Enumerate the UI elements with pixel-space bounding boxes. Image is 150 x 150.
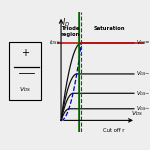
Text: $V_{DS}$: $V_{DS}$ xyxy=(130,109,143,118)
Text: Saturation: Saturation xyxy=(93,26,125,31)
Text: +: + xyxy=(21,48,29,58)
Text: $V_{GS}$~: $V_{GS}$~ xyxy=(136,69,150,78)
Bar xyxy=(9,42,41,100)
Text: Cut off r: Cut off r xyxy=(103,128,124,133)
Text: $I_{DSS}$: $I_{DSS}$ xyxy=(49,39,60,47)
Text: $V_{GS}$~: $V_{GS}$~ xyxy=(136,89,150,98)
Text: $V_{GS}$=0: $V_{GS}$=0 xyxy=(136,39,150,47)
Text: $V_{GS}$~: $V_{GS}$~ xyxy=(136,104,150,113)
Text: Triode
region: Triode region xyxy=(60,26,80,37)
Text: $I_D$: $I_D$ xyxy=(62,17,70,29)
Text: $V_{DS}$: $V_{DS}$ xyxy=(19,85,31,94)
